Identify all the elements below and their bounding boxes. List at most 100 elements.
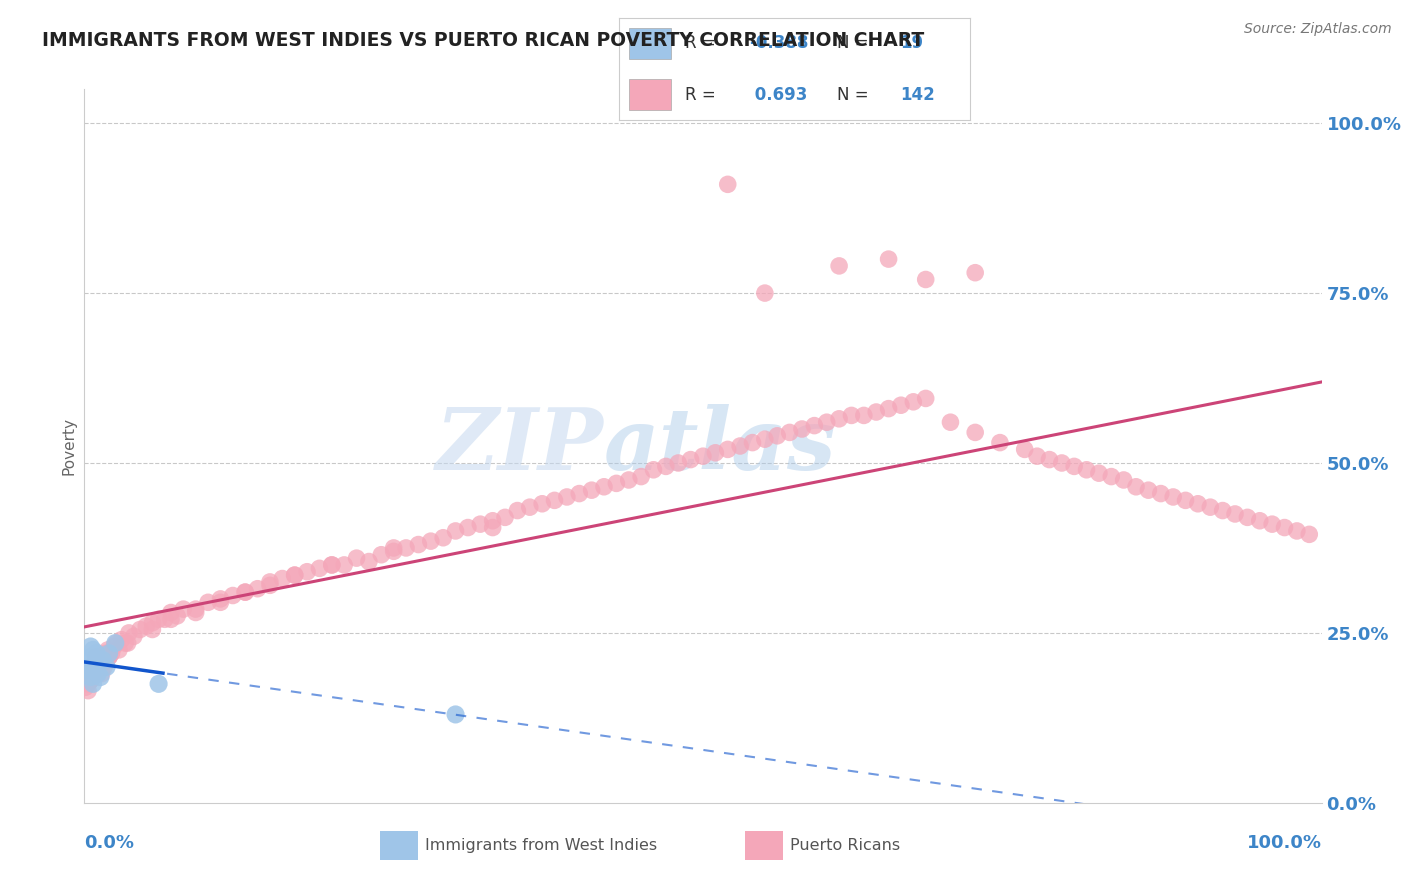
Point <box>333 558 356 572</box>
Point <box>1249 514 1271 528</box>
Point <box>506 503 529 517</box>
Point <box>890 398 912 412</box>
Point <box>91 653 114 667</box>
Point <box>284 568 307 582</box>
Point <box>114 636 136 650</box>
Point <box>370 548 392 562</box>
Point <box>494 510 516 524</box>
Point <box>877 401 900 416</box>
Point <box>444 524 467 538</box>
Point <box>1125 480 1147 494</box>
Point <box>79 670 101 684</box>
Point <box>988 435 1011 450</box>
Text: R =: R = <box>686 35 716 53</box>
Point <box>766 429 789 443</box>
Point <box>222 589 245 603</box>
Point <box>457 520 479 534</box>
Point <box>83 660 105 674</box>
Point <box>679 452 702 467</box>
Point <box>1112 473 1135 487</box>
Point <box>1187 497 1209 511</box>
Text: 0.693: 0.693 <box>748 86 807 103</box>
Text: 142: 142 <box>900 86 935 103</box>
Text: R =: R = <box>686 86 716 103</box>
Text: ZIP: ZIP <box>436 404 605 488</box>
Point <box>160 606 183 620</box>
Point <box>98 649 121 664</box>
Point <box>1076 463 1098 477</box>
Point <box>1274 520 1296 534</box>
Point <box>655 459 678 474</box>
Point <box>1285 524 1308 538</box>
Point <box>1088 466 1111 480</box>
Point <box>79 673 101 688</box>
Point <box>1137 483 1160 498</box>
Point <box>914 272 936 286</box>
Point <box>1174 493 1197 508</box>
Point <box>122 629 145 643</box>
Text: N =: N = <box>837 35 868 53</box>
Point <box>531 497 554 511</box>
Point <box>1050 456 1073 470</box>
Text: 100.0%: 100.0% <box>1247 834 1322 852</box>
Point <box>108 643 131 657</box>
Point <box>284 568 307 582</box>
Point <box>94 646 117 660</box>
Point <box>82 643 104 657</box>
Point <box>89 660 111 674</box>
Point <box>148 677 170 691</box>
Point <box>103 640 125 654</box>
Point <box>815 415 838 429</box>
Point <box>1026 449 1049 463</box>
Point <box>83 666 105 681</box>
Point <box>271 572 294 586</box>
Text: Source: ZipAtlas.com: Source: ZipAtlas.com <box>1244 22 1392 37</box>
Point <box>543 493 565 508</box>
Point <box>877 252 900 266</box>
Point <box>118 626 141 640</box>
Point <box>87 653 110 667</box>
Point <box>692 449 714 463</box>
Point <box>717 442 740 457</box>
Point <box>346 551 368 566</box>
Point <box>184 602 207 616</box>
Point <box>321 558 343 572</box>
Point <box>754 286 776 301</box>
Point <box>135 619 157 633</box>
Text: -0.388: -0.388 <box>748 35 808 53</box>
Point <box>741 435 763 450</box>
Point <box>84 657 107 671</box>
Point <box>89 660 111 674</box>
Point <box>153 612 176 626</box>
Point <box>79 653 101 667</box>
Point <box>82 670 104 684</box>
Point <box>197 595 219 609</box>
Point <box>865 405 887 419</box>
Point <box>75 680 97 694</box>
Point <box>1099 469 1122 483</box>
Point <box>321 558 343 572</box>
Point <box>79 673 101 688</box>
Point <box>852 409 875 423</box>
Point <box>184 606 207 620</box>
Point <box>89 670 111 684</box>
Point <box>93 660 115 674</box>
Text: atlas: atlas <box>605 404 837 488</box>
Point <box>97 643 120 657</box>
Point <box>100 646 122 660</box>
Bar <box>630 79 671 110</box>
Point <box>666 456 689 470</box>
Point <box>828 412 851 426</box>
Point <box>105 636 128 650</box>
Point <box>803 418 825 433</box>
Point <box>790 422 813 436</box>
Point <box>568 486 591 500</box>
Point <box>308 561 330 575</box>
Point <box>519 500 541 515</box>
Point <box>209 591 232 606</box>
Point <box>1298 527 1320 541</box>
Point <box>841 409 863 423</box>
Point <box>89 657 111 671</box>
Point <box>82 677 104 691</box>
Point <box>1063 459 1085 474</box>
